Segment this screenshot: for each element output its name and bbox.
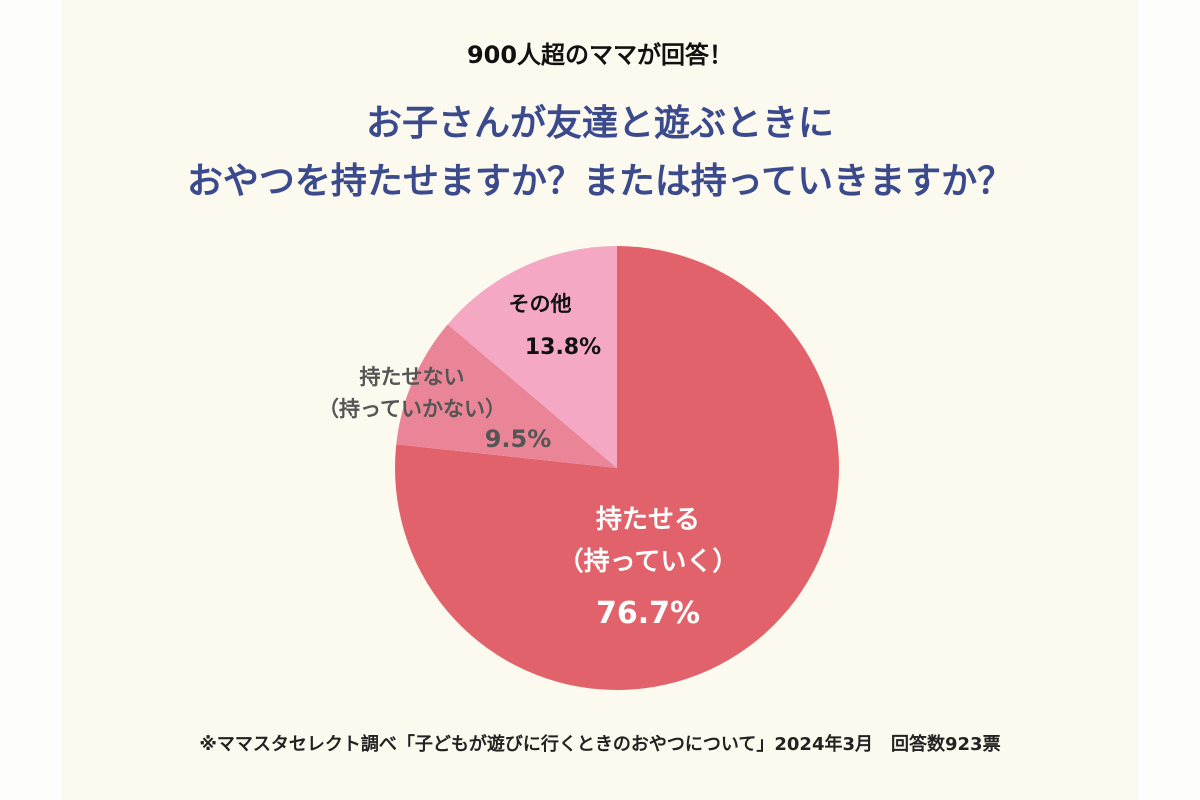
value-label: 13.8% [525, 335, 601, 360]
slice-label: 持たせない（持っていかない） [318, 365, 506, 421]
slice-label: その他 [509, 292, 572, 316]
header: 900人超のママが回答！ [467, 41, 733, 69]
pie-slice [396, 324, 617, 468]
chart-title: お子さんが友達と遊ぶときにおやつを持たせますか？または持っていきますか？ [187, 103, 1013, 202]
value-label: 9.5% [485, 425, 552, 453]
footnote: ※ママスタセレクト調べ「子どもが遊びに行くときのおやつについて」2024年3月 … [199, 733, 1000, 755]
slice-label: 持たせる（持っていく） [558, 505, 739, 577]
value-label: 76.7% [596, 596, 700, 631]
pie-slice [447, 246, 617, 468]
